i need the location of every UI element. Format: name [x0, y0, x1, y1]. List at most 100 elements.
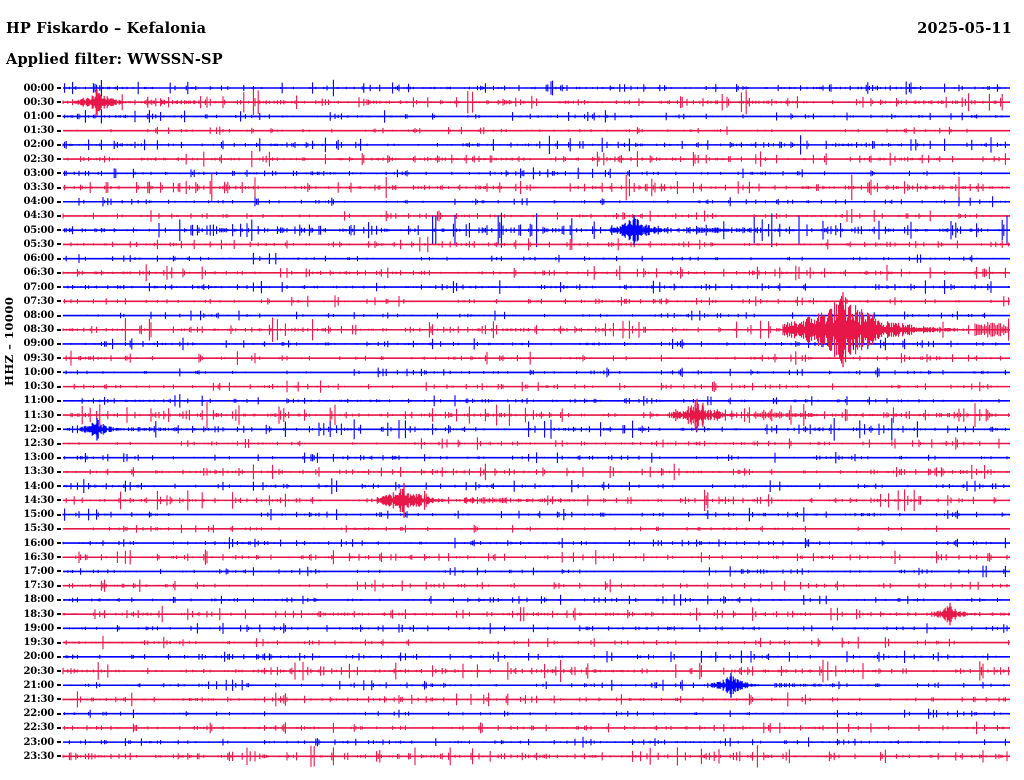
- record-date: 2025-05-11: [917, 20, 1012, 37]
- trace-noise: [72, 524, 994, 534]
- axis-tick: [57, 442, 61, 445]
- time-label: 09:00: [23, 338, 54, 350]
- time-label: 16:00: [23, 537, 54, 549]
- trace-row: [62, 537, 1008, 549]
- trace-row: [62, 507, 1010, 522]
- axis-tick: [57, 101, 61, 104]
- time-label: 17:00: [23, 565, 54, 577]
- axis-tick: [57, 158, 61, 161]
- trace-noise: [62, 437, 1010, 450]
- time-label: 15:30: [23, 523, 54, 535]
- trace-row: [65, 736, 1006, 748]
- trace-noise: [62, 721, 1005, 735]
- axis-tick: [57, 712, 61, 715]
- trace-noise: [86, 310, 1010, 321]
- trace-noise: [65, 463, 1008, 481]
- time-label: 07:00: [23, 281, 54, 293]
- time-label: 02:00: [23, 139, 54, 151]
- time-label: 12:30: [23, 438, 54, 449]
- time-label: 05:30: [23, 238, 54, 250]
- trace-noise: [64, 380, 1005, 393]
- axis-tick: [57, 271, 61, 274]
- time-label: 09:30: [23, 352, 54, 364]
- time-label: 11:00: [23, 395, 54, 407]
- trace-noise: [62, 109, 1008, 124]
- trace-noise: [62, 209, 1006, 223]
- trace-noise: [62, 691, 1006, 708]
- trace-row: [64, 79, 1006, 97]
- trace-noise: [62, 135, 1006, 155]
- time-label: 08:30: [23, 324, 54, 336]
- axis-tick: [57, 87, 61, 89]
- time-label: 13:00: [23, 452, 54, 464]
- trace-row: [62, 209, 1006, 223]
- trace-noise: [64, 236, 1010, 253]
- trace-noise: [64, 452, 1008, 464]
- time-label: 16:30: [23, 551, 54, 563]
- trace-row: [65, 418, 1006, 441]
- axis-tick: [57, 143, 61, 146]
- trace-noise: [65, 418, 1006, 441]
- axis-tick: [57, 399, 61, 402]
- time-label: 03:30: [23, 182, 54, 194]
- trace-row: [64, 594, 1010, 606]
- axis-tick: [57, 115, 61, 118]
- trace-row: [62, 605, 1010, 623]
- axis-tick: [57, 129, 61, 132]
- trace-noise: [72, 126, 1010, 135]
- trace-row: [64, 478, 1010, 495]
- time-label: 20:30: [23, 665, 54, 677]
- axis-tick: [57, 428, 61, 431]
- axis-tick: [57, 314, 61, 317]
- time-label: 18:30: [23, 608, 54, 620]
- seismic-event: [375, 482, 671, 518]
- time-label: 04:30: [23, 210, 54, 222]
- time-label: 19:00: [23, 622, 54, 634]
- axis-tick: [57, 214, 61, 217]
- trace-row: [72, 524, 994, 534]
- trace-row: [62, 635, 1010, 650]
- trace-noise: [64, 478, 1010, 495]
- seismic-event: [710, 672, 885, 698]
- seismic-event: [783, 292, 1010, 368]
- time-label: 07:30: [23, 295, 54, 307]
- trace-noise: [65, 367, 1006, 378]
- trace-row: [65, 650, 997, 664]
- trace-row: [62, 264, 1006, 282]
- trace-noise: [64, 173, 1008, 202]
- trace-row: [64, 708, 1006, 719]
- trace-row: [62, 549, 1010, 565]
- time-label: 01:00: [23, 110, 54, 122]
- trace-row: [65, 367, 1006, 378]
- axis-tick: [57, 328, 61, 331]
- axis-tick: [57, 613, 61, 616]
- time-label: 06:30: [23, 267, 54, 279]
- trace-noise: [62, 745, 1008, 768]
- trace-row: [62, 721, 1005, 735]
- axis-tick: [57, 243, 61, 246]
- time-label: 08:00: [23, 310, 54, 322]
- seismic-event: [670, 398, 944, 432]
- trace-noise: [62, 264, 1006, 282]
- axis-tick: [57, 513, 61, 516]
- trace-noise: [64, 622, 1008, 634]
- axis-tick: [57, 527, 61, 530]
- time-label: 03:00: [23, 167, 54, 179]
- axis-tick: [57, 485, 61, 488]
- axis-tick: [57, 342, 61, 345]
- trace-row: [62, 135, 1006, 155]
- time-label: 13:30: [23, 466, 54, 478]
- axis-tick: [57, 684, 61, 687]
- trace-row: [64, 236, 1010, 253]
- trace-row: [62, 745, 1008, 768]
- trace-noise: [64, 594, 1010, 606]
- trace-noise: [64, 295, 1010, 308]
- axis-tick: [57, 470, 61, 473]
- trace-row: [64, 151, 1006, 168]
- trace-noise: [65, 736, 1006, 748]
- axis-tick: [57, 456, 61, 459]
- trace-noise: [64, 708, 1006, 719]
- axis-tick: [57, 499, 61, 502]
